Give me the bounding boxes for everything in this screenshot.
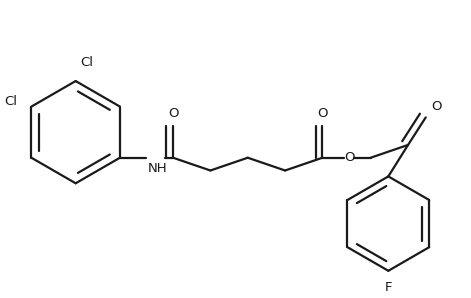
Text: Cl: Cl: [81, 56, 94, 69]
Text: O: O: [344, 151, 354, 164]
Text: F: F: [385, 281, 392, 294]
Text: NH: NH: [147, 162, 167, 175]
Text: O: O: [168, 107, 179, 120]
Text: O: O: [317, 107, 328, 120]
Text: O: O: [431, 100, 442, 114]
Text: Cl: Cl: [5, 95, 17, 108]
